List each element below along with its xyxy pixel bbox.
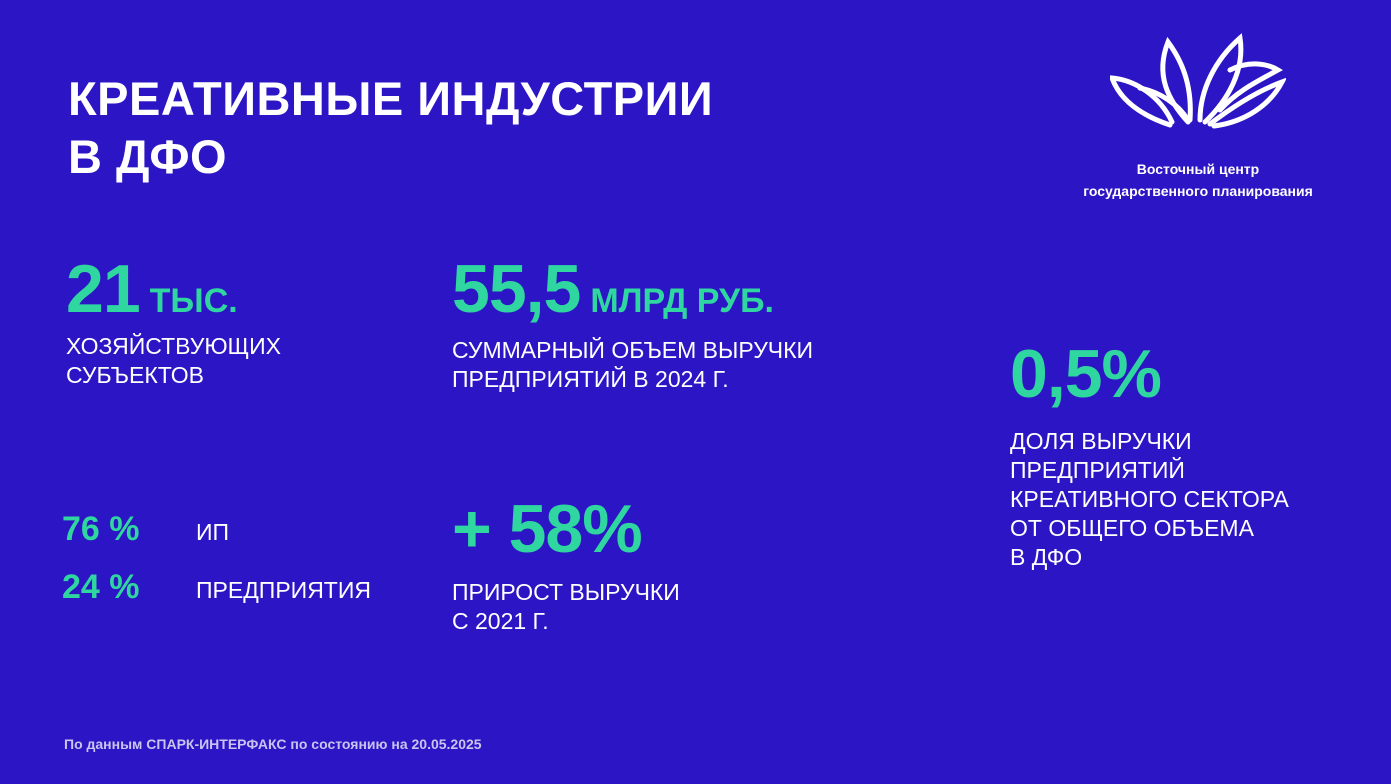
revenue-share-caption-line-4: ОТ ОБЩЕГО ОБЪЕМА — [1010, 515, 1254, 541]
growth-caption-line-1: ПРИРОСТ ВЫРУЧКИ — [452, 579, 680, 605]
revenue-share-value: 0,5% — [1010, 336, 1162, 412]
revenue-value: 55,5 — [452, 251, 581, 327]
growth-value: + 58% — [452, 491, 643, 567]
growth-caption-line-2: С 2021 г. — [452, 608, 549, 634]
revenue-share-caption: ДОЛЯ ВЫРУЧКИ ПРЕДПРИЯТИЙ КРЕАТИВНОГО СЕК… — [1010, 427, 1289, 572]
entities-caption: ХОЗЯЙСТВУЮЩИХ СУБЪЕКТОВ — [66, 332, 281, 390]
organization-logo: Восточный центр государственного планиро… — [1040, 30, 1356, 202]
revenue-stat: 55,5 МЛРД РУБ. СУММАРНЫЙ ОБЪЕМ ВЫРУЧКИ ПР… — [452, 250, 813, 394]
source-note: По данным СПАРК-ИНТЕРФАКС по состоянию н… — [64, 736, 482, 752]
title-line-1: КРЕАТИВНЫЕ ИНДУСТРИИ — [68, 72, 714, 125]
entities-caption-line-2: СУБЪЕКТОВ — [66, 362, 204, 388]
entities-stat: 21 ТЫС. ХОЗЯЙСТВУЮЩИХ СУБЪЕКТОВ — [66, 250, 281, 390]
revenue-share-caption-line-1: ДОЛЯ ВЫРУЧКИ — [1010, 428, 1192, 454]
growth-caption: ПРИРОСТ ВЫРУЧКИ С 2021 г. — [452, 578, 680, 636]
entities-caption-line-1: ХОЗЯЙСТВУЮЩИХ — [66, 333, 281, 359]
structure-row-ip: 76 % ИП — [62, 510, 229, 549]
revenue-share-caption-line-5: в ДФО — [1010, 544, 1083, 570]
revenue-caption-line-1: СУММАРНЫЙ ОБЪЕМ ВЫРУЧКИ — [452, 337, 814, 363]
revenue-caption: СУММАРНЫЙ ОБЪЕМ ВЫРУЧКИ ПРЕДПРИЯТИЙ В 20… — [452, 336, 813, 394]
revenue-share-caption-line-2: ПРЕДПРИЯТИЙ — [1010, 457, 1185, 483]
logo-caption: Восточный центр государственного планиро… — [1040, 158, 1356, 202]
entities-unit: ТЫС. — [149, 282, 238, 320]
revenue-caption-line-2: ПРЕДПРИЯТИЙ В 2024 г. — [452, 366, 729, 392]
lotus-icon — [1110, 33, 1286, 129]
revenue-share-caption-line-3: КРЕАТИВНОГО СЕКТОРА — [1010, 486, 1289, 512]
structure-enterprises-label: ПРЕДПРИЯТИЯ — [196, 577, 371, 603]
structure-row-enterprises: 24 % ПРЕДПРИЯТИЯ — [62, 568, 371, 607]
page-title: КРЕАТИВНЫЕ ИНДУСТРИИ В ДФО — [68, 70, 713, 186]
structure-enterprises-percent: 24 % — [62, 568, 140, 606]
structure-ip-percent: 76 % — [62, 510, 140, 548]
entities-value: 21 — [66, 251, 141, 327]
revenue-share-stat: 0,5% ДОЛЯ ВЫРУЧКИ ПРЕДПРИЯТИЙ КРЕАТИВНОГ… — [1010, 335, 1289, 572]
logo-line-1: Восточный центр — [1136, 161, 1260, 177]
growth-stat: + 58% ПРИРОСТ ВЫРУЧКИ С 2021 г. — [452, 490, 680, 636]
logo-line-2: государственного планирования — [1083, 183, 1313, 199]
revenue-unit: МЛРД РУБ. — [590, 282, 775, 320]
structure-ip-label: ИП — [196, 519, 230, 545]
title-line-2: В ДФО — [68, 130, 228, 183]
